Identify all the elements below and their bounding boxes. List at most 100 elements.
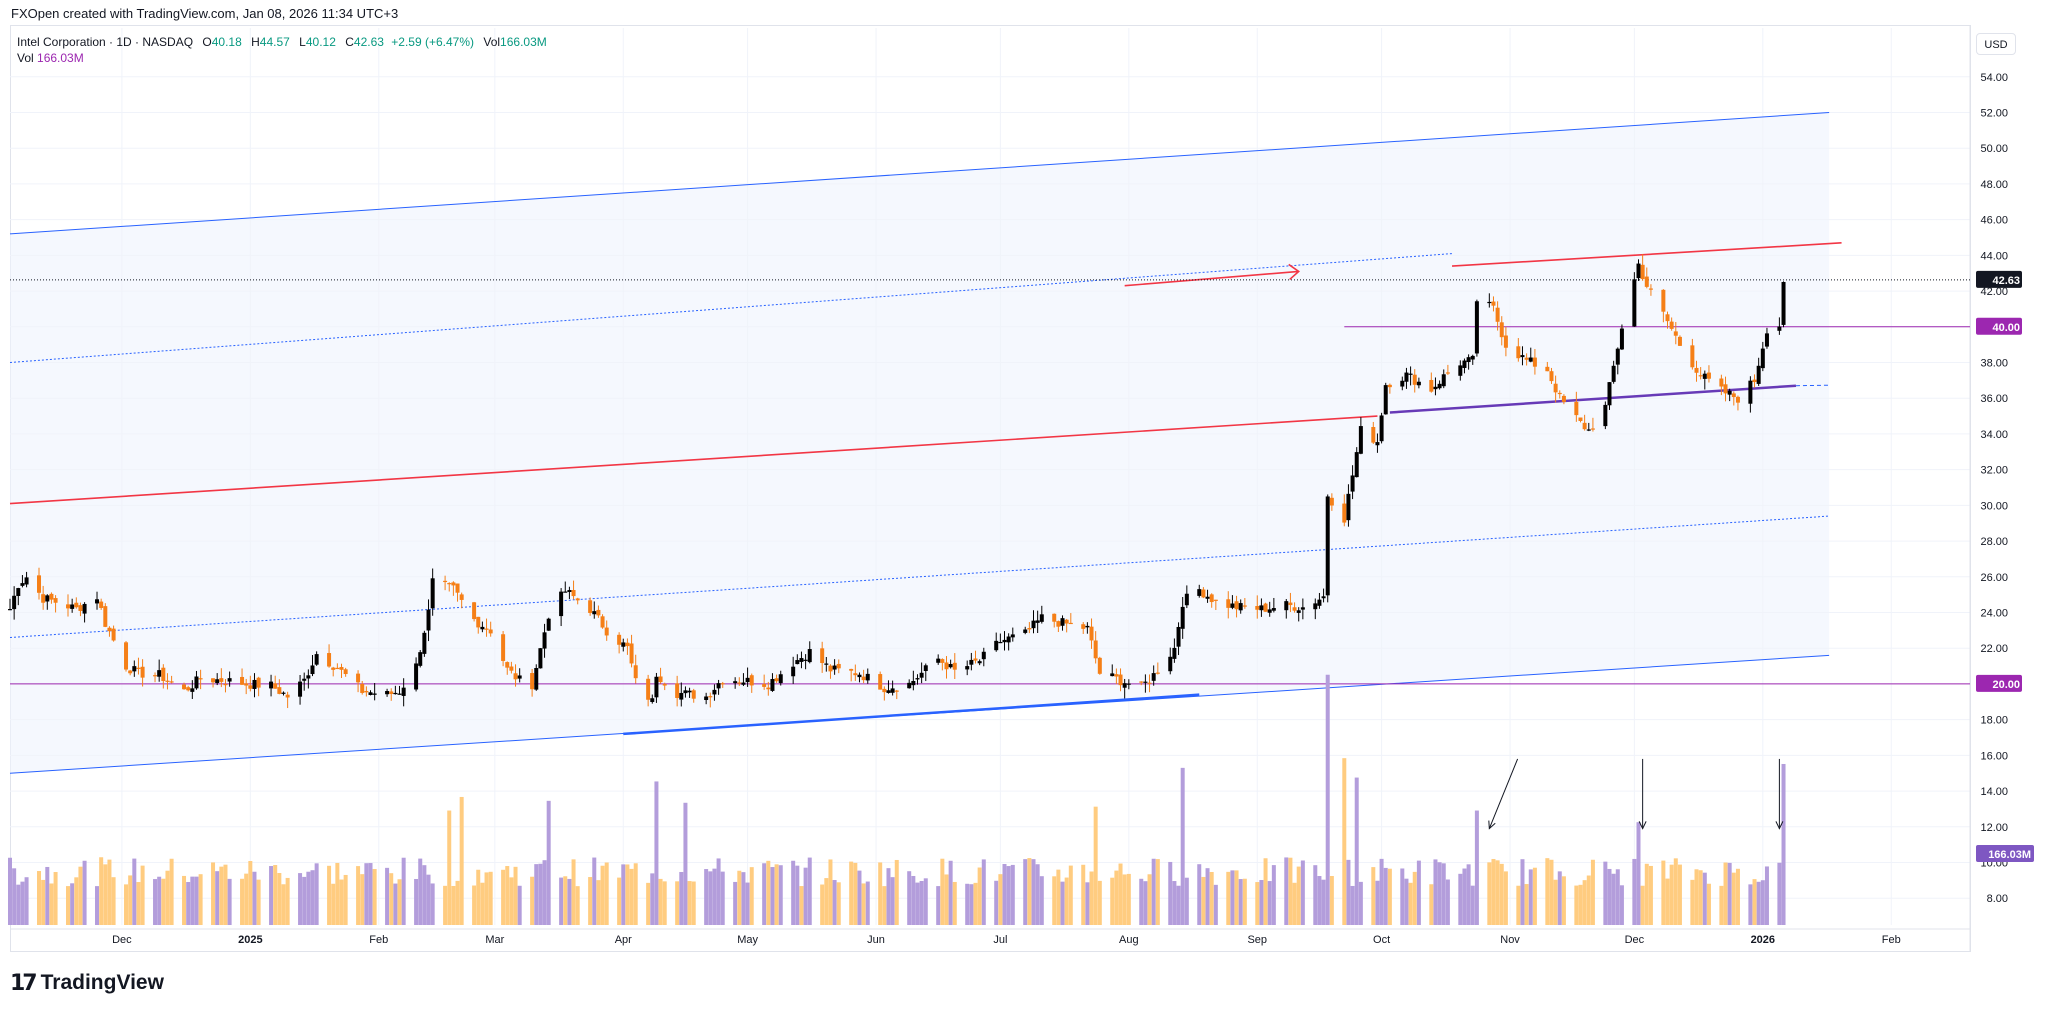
volume-bar (240, 878, 245, 925)
volume-bar (513, 866, 518, 925)
candle-body (911, 681, 916, 686)
volume-bar (1342, 758, 1347, 925)
currency-button[interactable]: USD (1976, 33, 2016, 55)
candle-body (1545, 366, 1550, 372)
candle-body (1060, 618, 1065, 626)
candle-body (1495, 307, 1500, 322)
volume-bar (1201, 876, 1206, 925)
volume-bar (1590, 859, 1595, 925)
volume-bar (534, 864, 539, 925)
candle-body (1706, 372, 1711, 379)
price-tick-label: 24.00 (1980, 608, 2008, 620)
candle-body (24, 577, 29, 585)
candle-body (1234, 601, 1239, 610)
candle-body (1520, 355, 1525, 358)
candle-body (923, 665, 928, 672)
candle-body (1756, 365, 1761, 384)
time-tick-label: Sep (1247, 934, 1267, 946)
volume-bar (1615, 869, 1620, 925)
candle-body (401, 687, 406, 696)
candle-body (161, 667, 166, 682)
candle-body (153, 675, 158, 677)
volume-bar (165, 870, 170, 925)
candle-body (1690, 345, 1695, 368)
volume-bar (886, 868, 891, 925)
candle-body (45, 595, 50, 602)
tradingview-logo[interactable]: 17 TradingView (10, 970, 164, 996)
volume-bar (977, 867, 982, 925)
volume-bar (298, 873, 303, 925)
candle-body (861, 676, 866, 681)
price-tick-label: 14.00 (1980, 786, 2008, 798)
volume-bar (1516, 885, 1521, 925)
volume-bar (389, 873, 394, 925)
volume-bar (1603, 861, 1608, 925)
chart-legend: Intel Corporation · 1D · NASDAQ O40.18 H… (17, 34, 547, 66)
candle-body (306, 675, 311, 679)
volume-bar (78, 866, 83, 925)
volume-bar (476, 869, 481, 925)
volume-bar (994, 880, 999, 925)
volume-bar (998, 874, 1003, 925)
volume-bar (973, 882, 978, 925)
candle-body (310, 665, 315, 675)
price-tick-label: 50.00 (1980, 143, 2008, 155)
candle-body (41, 594, 46, 603)
volume-bar (1553, 879, 1558, 925)
volume-bar (484, 872, 489, 925)
volume-bar (559, 877, 564, 925)
volume-bar (571, 859, 576, 925)
volume-bar (1727, 862, 1732, 925)
price-tick-label: 44.00 (1980, 250, 2008, 262)
vol-label: Vol (483, 35, 501, 49)
volume-bar (1731, 872, 1736, 925)
volume-bar (277, 873, 282, 925)
volume-bar (1524, 884, 1529, 925)
volume-bar (356, 866, 361, 925)
candle-body (103, 606, 108, 627)
candle-body (849, 668, 854, 671)
candle-body (1093, 640, 1098, 659)
volume-bar (169, 858, 174, 925)
candle-body (356, 673, 361, 683)
candle-body (1242, 605, 1247, 607)
annotation-arrow-head (1638, 821, 1647, 830)
volume-bar (1607, 868, 1612, 925)
volume-bar (600, 865, 605, 925)
candle-body (538, 648, 543, 669)
volume-bar (1470, 885, 1475, 925)
volume-bar (1698, 870, 1703, 925)
price-tick-label: 26.00 (1980, 572, 2008, 584)
candle-body (211, 678, 216, 683)
volume-bar (1723, 862, 1728, 925)
candle-body (1023, 629, 1028, 633)
volume-bar (1176, 885, 1181, 925)
candle-body (422, 632, 427, 654)
volume-bar (1068, 865, 1073, 925)
candle-body (998, 641, 1003, 644)
volume-bar (331, 883, 336, 925)
volume-bar (1557, 871, 1562, 925)
candle-body (1777, 326, 1782, 331)
candle-body (302, 678, 307, 681)
candle-body (335, 667, 340, 670)
volume-bar (505, 866, 510, 925)
volume-bar (1433, 859, 1438, 925)
candle-body (1673, 331, 1678, 336)
candle-body (712, 689, 717, 695)
volume-bar (1702, 872, 1707, 925)
candle-body (1590, 428, 1595, 430)
candle-body (575, 598, 580, 601)
volume-bar (861, 883, 866, 925)
volume-bar (1586, 875, 1591, 925)
candle-body (1611, 365, 1616, 382)
volume-bar (683, 802, 688, 925)
tradingview-logo-icon: 17 (10, 970, 38, 996)
volume-bar (749, 867, 754, 925)
candle-body (368, 692, 373, 695)
volume-bar (675, 881, 680, 925)
volume-bar (820, 884, 825, 925)
candle-body (53, 598, 58, 603)
price-axis: 54.0052.0050.0048.0046.0044.0042.0040.00… (1980, 72, 2008, 905)
